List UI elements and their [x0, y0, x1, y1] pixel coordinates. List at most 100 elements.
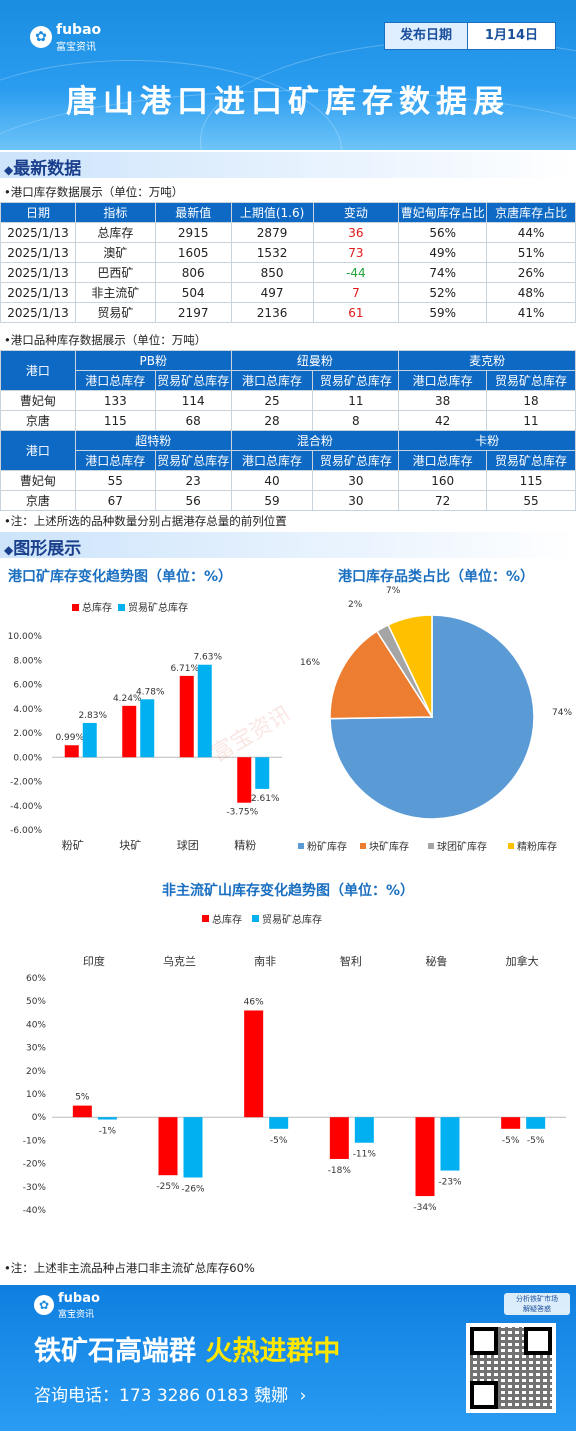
table-cell: 41%: [486, 302, 576, 323]
data-label: 6.71%: [170, 664, 199, 674]
y-tick-label: 50%: [26, 997, 46, 1007]
data-label: 7.63%: [193, 653, 222, 663]
y-tick-label: -2.00%: [10, 778, 42, 788]
table-cell: 2136: [230, 302, 314, 323]
bar: [415, 1117, 435, 1197]
table-cell: 40: [230, 470, 314, 491]
table-cell: 56%: [398, 222, 488, 243]
y-tick-label: 2.00%: [13, 729, 42, 739]
legend-label: 贸易矿总库存: [262, 913, 322, 926]
sub-header-row: 港口总库存 贸易矿总库存 港口总库存 贸易矿总库存 港口总库存 贸易矿总库存: [1, 450, 576, 471]
x-tick-label: 球团: [177, 838, 199, 852]
sub-header: 港口总库存: [74, 370, 156, 391]
table-cell: 2915: [154, 222, 232, 243]
table-cell: 11: [486, 410, 576, 431]
group-header: 麦克粉: [398, 350, 576, 371]
col-header: 变动: [312, 202, 400, 223]
col-header: 日期: [0, 202, 76, 223]
legend-label: 精粉库存: [517, 840, 557, 853]
table-cell: 26%: [486, 262, 576, 283]
sub-header: 港口总库存: [74, 450, 156, 471]
banner-logo-subtitle: 富宝资讯: [58, 1310, 95, 1320]
section-latest-title: 最新数据: [13, 159, 82, 179]
legend-swatch: [508, 843, 514, 849]
page-title: 唐山港口进口矿库存数据展: [66, 84, 510, 120]
legend-label: 球团矿库存: [437, 840, 487, 853]
data-label: -23%: [438, 1178, 462, 1188]
y-tick-label: 8.00%: [13, 656, 42, 666]
sub-header: 贸易矿总库存: [486, 450, 576, 471]
data-label: -34%: [413, 1203, 437, 1213]
port-variety-table: 港口 PB粉 纽曼粉 麦克粉 港口总库存 贸易矿总库存 港口总库存 贸易矿总库存 港口总…: [0, 350, 576, 511]
sub-header: 贸易矿总库存: [312, 450, 400, 471]
sub-header: 港口总库存: [398, 450, 488, 471]
table-cell: 68: [154, 410, 232, 431]
data-label: 4.24%: [113, 694, 142, 704]
table-cell: 2879: [230, 222, 314, 243]
table-cell: 52%: [398, 282, 488, 303]
banner-phone[interactable]: 咨询电话：173 3286 0183 魏娜 ›: [34, 1381, 306, 1406]
legend-swatch: [72, 604, 79, 611]
data-label: -5%: [270, 1136, 288, 1146]
table-cell: 30: [312, 490, 400, 511]
chevron-right-icon: ›: [299, 1386, 307, 1406]
table-cell: 曹妃甸: [0, 390, 76, 411]
y-tick-label: 4.00%: [13, 705, 42, 715]
table-cell: 806: [154, 262, 232, 283]
legend-label: 块矿库存: [369, 840, 409, 853]
table-cell: 京唐: [0, 490, 76, 511]
qr-code[interactable]: [466, 1323, 556, 1413]
logo-subtitle: 富宝资讯: [56, 42, 96, 53]
chart-port-category-share: 74% 16% 2% 7% 粉矿库存 块矿库存 球团矿库存 精粉库存: [298, 586, 572, 853]
banner-badge: 分析铁矿市场 解疑答惑: [504, 1293, 570, 1315]
legend-label: 总库存: [82, 601, 112, 614]
y-tick-label: -40%: [23, 1206, 47, 1216]
bar: [183, 1117, 203, 1178]
x-tick-label: 粉矿: [62, 839, 84, 852]
slice-label: 16%: [300, 658, 320, 668]
table-row: 2025/1/13 非主流矿 504 497 7 52% 48%: [0, 282, 576, 303]
table-cell: 曹妃甸: [0, 470, 76, 491]
y-tick-label: -6.00%: [10, 826, 42, 836]
x-tick-label: 加拿大: [506, 954, 539, 968]
table-cell: 1532: [230, 242, 314, 263]
pie-slice: [329, 630, 434, 720]
data-label: 0.99%: [55, 733, 84, 743]
table1-caption: •港口库存数据展示（单位：万吨）: [4, 185, 184, 199]
logo-name: fubao: [56, 22, 102, 38]
table-cell: 2025/1/13: [0, 282, 76, 303]
y-tick-label: 0.00%: [13, 753, 42, 763]
table-cell: 非主流矿: [74, 282, 156, 303]
sub-header: 港口总库存: [230, 370, 314, 391]
y-tick-label: -30%: [23, 1183, 47, 1193]
x-tick-label: 智利: [340, 954, 362, 968]
data-label: -3.75%: [226, 808, 258, 818]
port-header: 港口: [0, 350, 76, 391]
section-latest-data: ◆最新数据: [0, 152, 576, 179]
banner-logo-icon: ✿: [34, 1295, 54, 1315]
bar: [122, 705, 137, 758]
change-cell: 36: [312, 222, 400, 243]
y-tick-label: 0%: [32, 1113, 47, 1123]
change-cell: 7: [312, 282, 400, 303]
table-cell: 30: [312, 470, 400, 491]
table-cell: 贸易矿: [74, 302, 156, 323]
table-cell: 澳矿: [74, 242, 156, 263]
sub-header: 贸易矿总库存: [312, 370, 400, 391]
table-cell: 850: [230, 262, 314, 283]
promo-banner[interactable]: ✿ fubao 富宝资讯 分析铁矿市场 解疑答惑 铁矿石高端群 火热进群中 咨询…: [0, 1285, 576, 1431]
pie-slice: [387, 614, 433, 718]
data-label: -25%: [156, 1182, 180, 1192]
table-cell: 1605: [154, 242, 232, 263]
table-cell: 2197: [154, 302, 232, 323]
y-tick-label: -20%: [23, 1160, 47, 1170]
port-inventory-table: 日期 指标 最新值 上期值(1.6) 变动 曹妃甸库存占比 京唐库存占比 202…: [0, 202, 576, 323]
banner-phone-text: 咨询电话：173 3286 0183 魏娜: [34, 1386, 289, 1406]
y-tick-label: 40%: [26, 1020, 46, 1030]
table-cell: 56: [154, 490, 232, 511]
data-label: -11%: [353, 1150, 377, 1160]
group-header: PB粉: [74, 350, 232, 371]
group-header: 混合粉: [230, 430, 400, 451]
publish-date-label: 发布日期: [385, 23, 468, 49]
table-cell: 28: [230, 410, 314, 431]
